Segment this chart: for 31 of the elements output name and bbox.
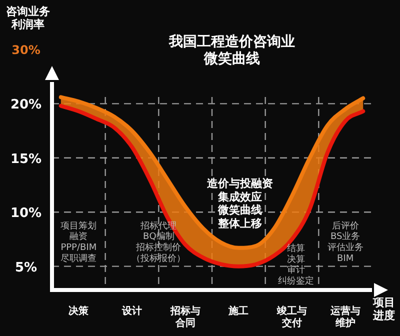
- x-tick-label: 设计: [121, 305, 142, 317]
- annotation: 尽职调查: [60, 252, 97, 264]
- chart-title: 我国工程造价咨询业微笑曲线: [168, 34, 295, 67]
- y-tick-label: 15%: [10, 152, 42, 167]
- annotation: 整体上移: [217, 216, 262, 230]
- text: 30%: [12, 43, 40, 57]
- annotation: 招标控制价: [135, 242, 182, 253]
- x-tick-label: 招标与合同: [169, 305, 200, 329]
- x-tick-label: 运营与维护: [329, 305, 360, 329]
- annotation: 集成效应: [217, 190, 262, 204]
- annotation: 纠纷鉴定: [278, 276, 314, 287]
- x-axis-title: 项目进度: [372, 296, 395, 322]
- annotation: 结算: [287, 243, 305, 254]
- y-tick-label: 20%: [10, 98, 42, 113]
- annotation: 决算: [287, 254, 305, 265]
- x-tick-label: 竣工与交付: [276, 305, 307, 329]
- y-axis-title: 咨询业务利润率: [6, 5, 50, 32]
- annotation: BQ编制: [143, 231, 174, 242]
- annotation: 项目筹划: [60, 220, 97, 232]
- annotation: PPP/BIM: [60, 242, 97, 253]
- y-tick-label: 10%: [10, 206, 42, 222]
- annotation: BIM: [337, 254, 354, 264]
- y-tick-label: 5%: [14, 260, 38, 276]
- x-tick-label: 决策: [68, 305, 90, 317]
- annotation: 融资: [70, 231, 88, 242]
- annotation: 评估业务: [327, 242, 364, 253]
- annotation: 后评价: [332, 220, 359, 232]
- annotation: BS业务: [330, 231, 360, 242]
- x-tick-label: 施工: [228, 305, 249, 317]
- annotation: 审计: [287, 264, 305, 276]
- annotation: （投标报价）: [132, 252, 186, 264]
